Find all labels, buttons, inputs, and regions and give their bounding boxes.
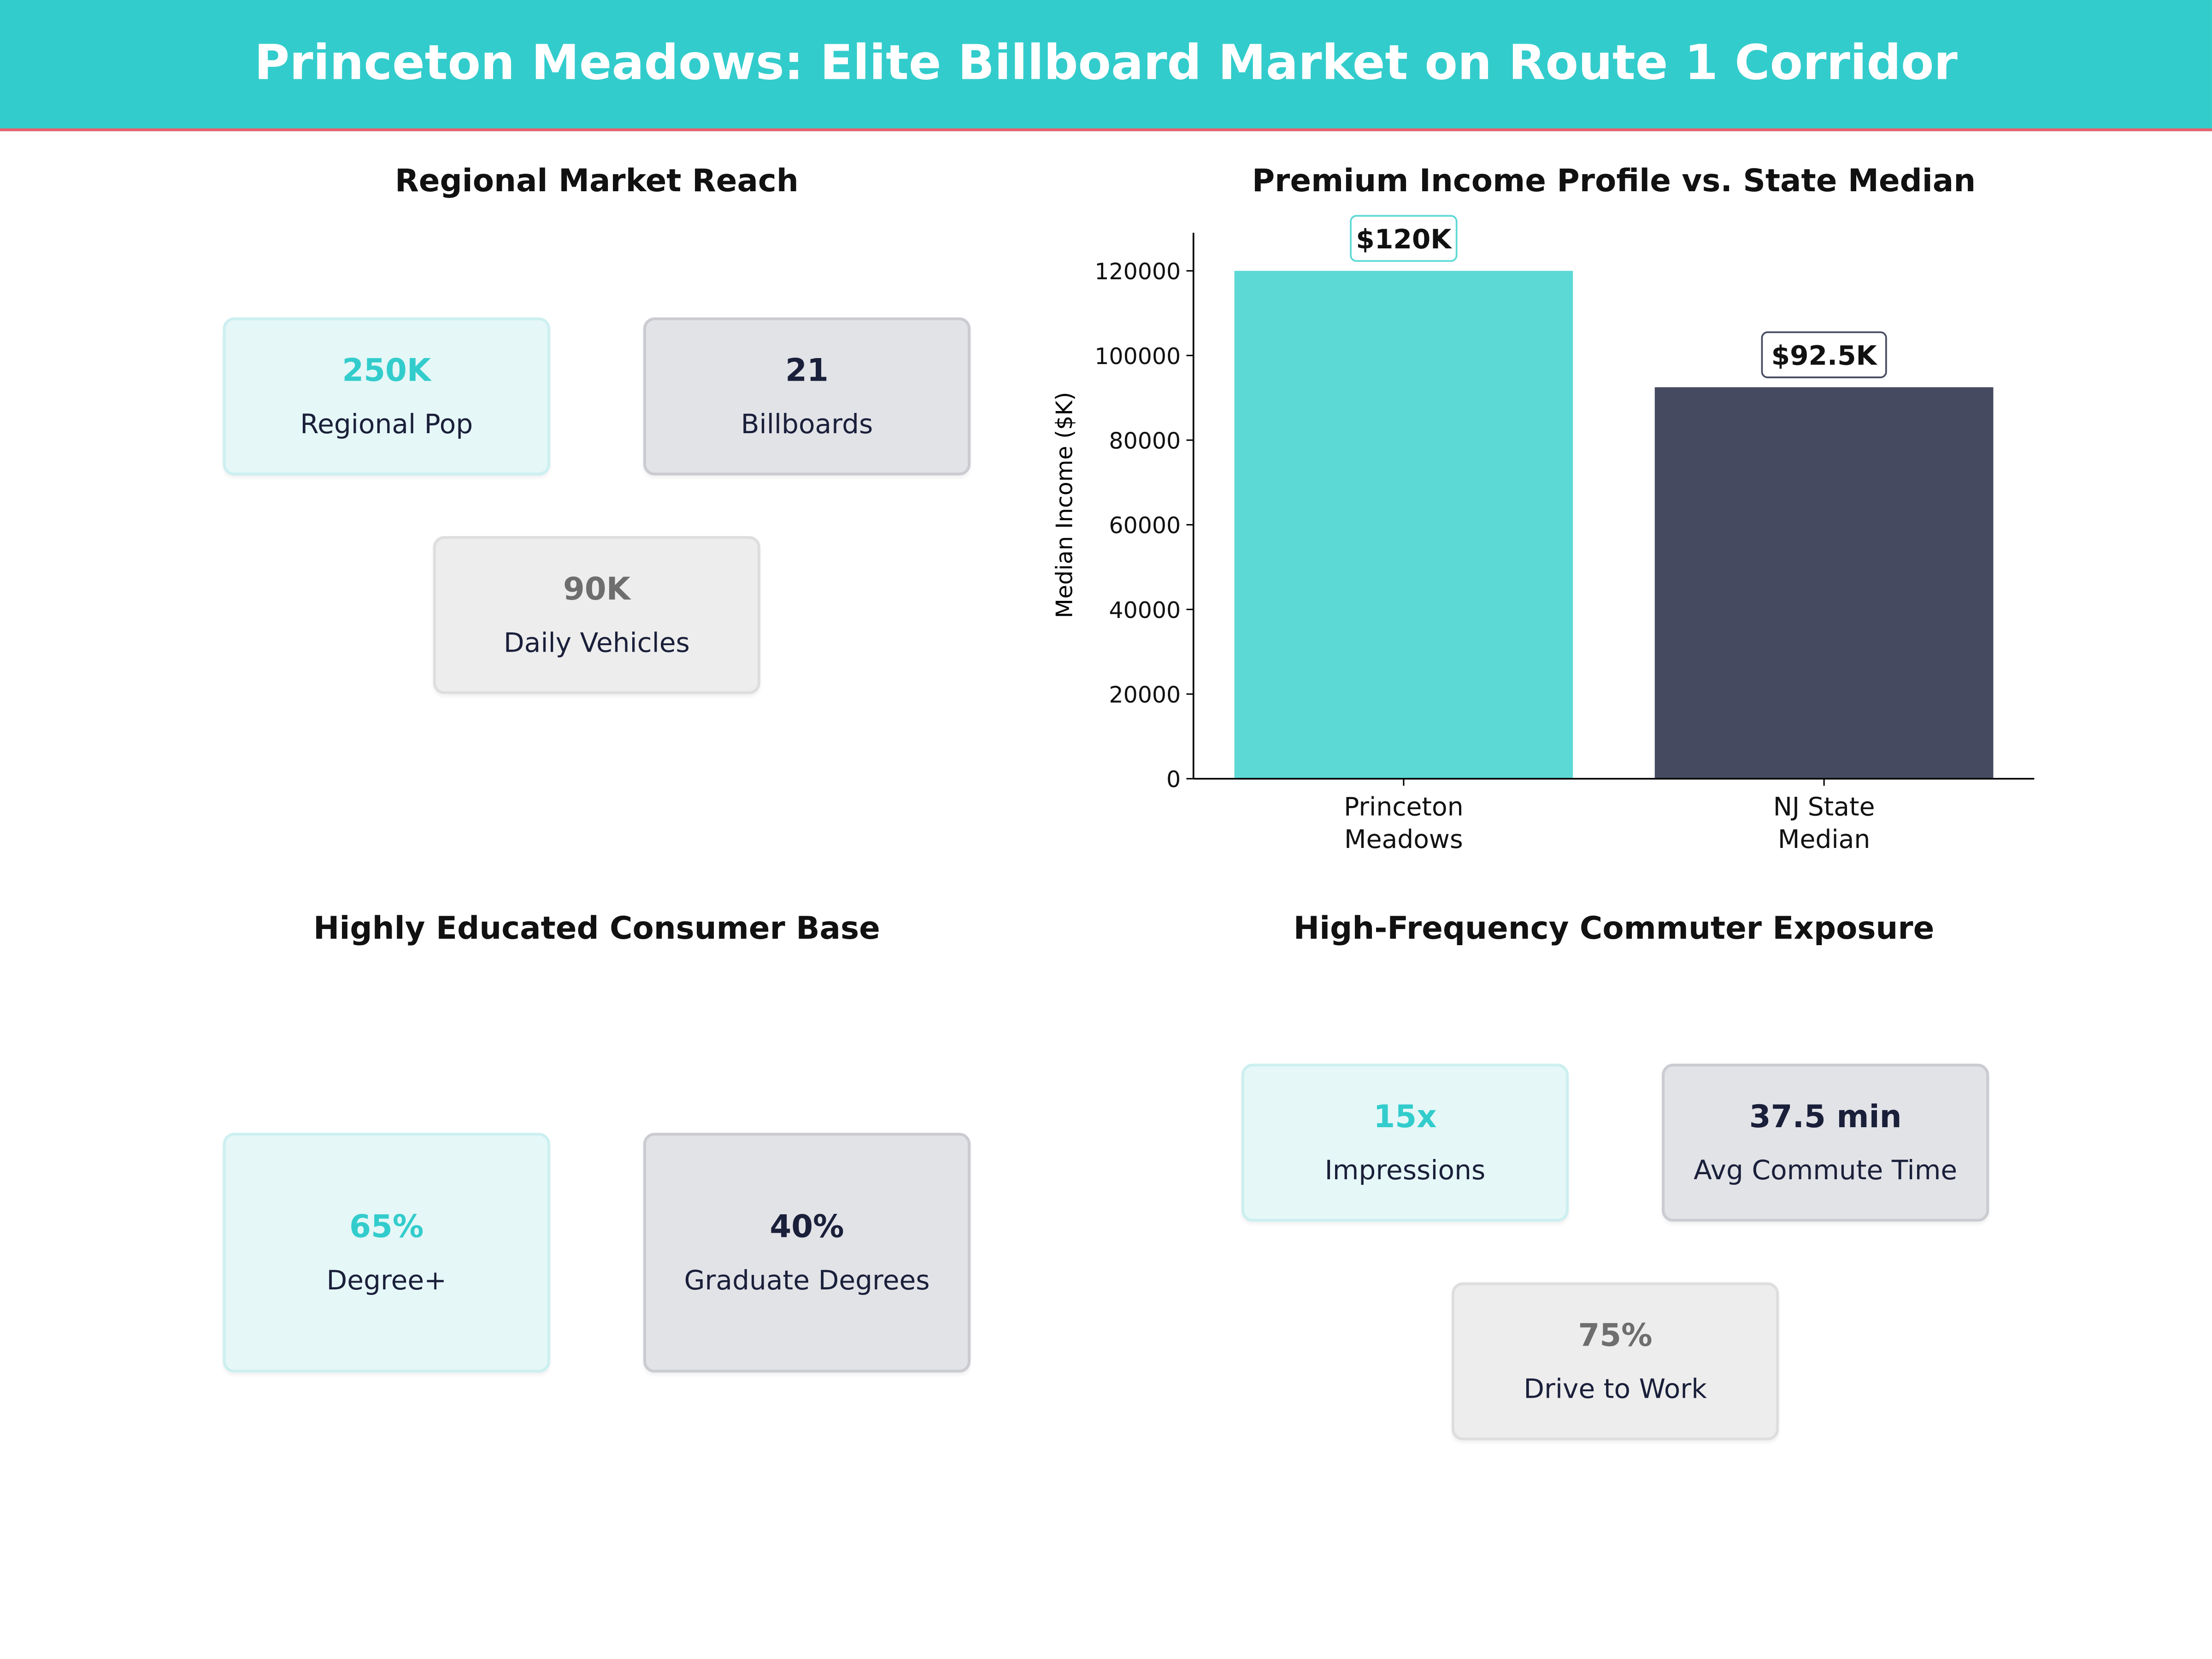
kpi-card-impressions: 15x Impressions [1241, 1064, 1569, 1222]
x-tick-label: Median [1778, 824, 1870, 854]
data-label: $120K [1356, 224, 1452, 255]
kpi-label: Graduate Degrees [684, 1265, 930, 1296]
kpi-label: Impressions [1324, 1154, 1486, 1186]
kpi-value: 37.5 min [1749, 1100, 1902, 1135]
kpi-value: 75% [1578, 1318, 1653, 1354]
education-panel-title: Highly Educated Consumer Base [313, 912, 880, 947]
kpi-label: Daily Vehicles [503, 627, 690, 659]
chart-title: Premium Income Profile vs. State Median [1252, 164, 1976, 200]
kpi-card-graduate: 40% Graduate Degrees [643, 1133, 971, 1373]
kpi-card-daily-vehicles: 90K Daily Vehicles [433, 536, 760, 694]
y-tick-label: 100000 [1094, 343, 1181, 370]
kpi-card-regional-pop: 250K Regional Pop [223, 317, 550, 476]
y-tick-label: 20000 [1109, 682, 1181, 708]
kpi-value: 15x [1373, 1100, 1437, 1135]
commute-panel-title: High-Frequency Commuter Exposure [1293, 912, 1935, 947]
kpi-value: 21 [785, 353, 829, 389]
data-label-box [1350, 215, 1458, 262]
kpi-card-degree: 65% Degree+ [223, 1133, 550, 1373]
kpi-card-commute-time: 37.5 min Avg Commute Time [1662, 1064, 1989, 1222]
bar [1234, 271, 1573, 779]
kpi-label: Billboards [741, 408, 873, 440]
kpi-label: Avg Commute Time [1694, 1154, 1958, 1186]
kpi-label: Regional Pop [300, 408, 473, 440]
reach-panel-title: Regional Market Reach [394, 164, 799, 200]
y-tick-label: 60000 [1109, 512, 1181, 539]
header-banner: Princeton Meadows: Elite Billboard Marke… [0, 0, 2212, 131]
y-tick-label: 0 [1166, 766, 1181, 793]
kpi-value: 250K [342, 353, 431, 389]
y-tick-label: 40000 [1109, 597, 1181, 624]
x-tick-label: NJ State [1773, 792, 1875, 821]
kpi-label: Drive to Work [1524, 1373, 1707, 1405]
kpi-value: 40% [770, 1209, 844, 1245]
y-tick-label: 80000 [1109, 428, 1181, 454]
kpi-value: 90K [563, 572, 630, 607]
bar [1654, 387, 1994, 779]
data-label: $92.5K [1771, 340, 1878, 371]
kpi-card-drive-to-work: 75% Drive to Work [1451, 1282, 1779, 1441]
x-tick-label: Meadows [1344, 824, 1463, 854]
data-label-box [1761, 331, 1887, 378]
kpi-value: 65% [349, 1209, 424, 1245]
x-tick-label: Princeton [1344, 792, 1464, 821]
kpi-label: Degree+ [326, 1265, 447, 1296]
y-axis-label: Median Income ($K) [1052, 392, 1078, 618]
y-tick-label: 120000 [1094, 259, 1181, 285]
income-bar-chart: Princeton Meadows $120K NJ State Median $92.5… [1052, 215, 2035, 854]
kpi-card-billboards: 21 Billboards [643, 317, 971, 476]
page-title: Princeton Meadows: Elite Billboard Marke… [254, 35, 1958, 92]
